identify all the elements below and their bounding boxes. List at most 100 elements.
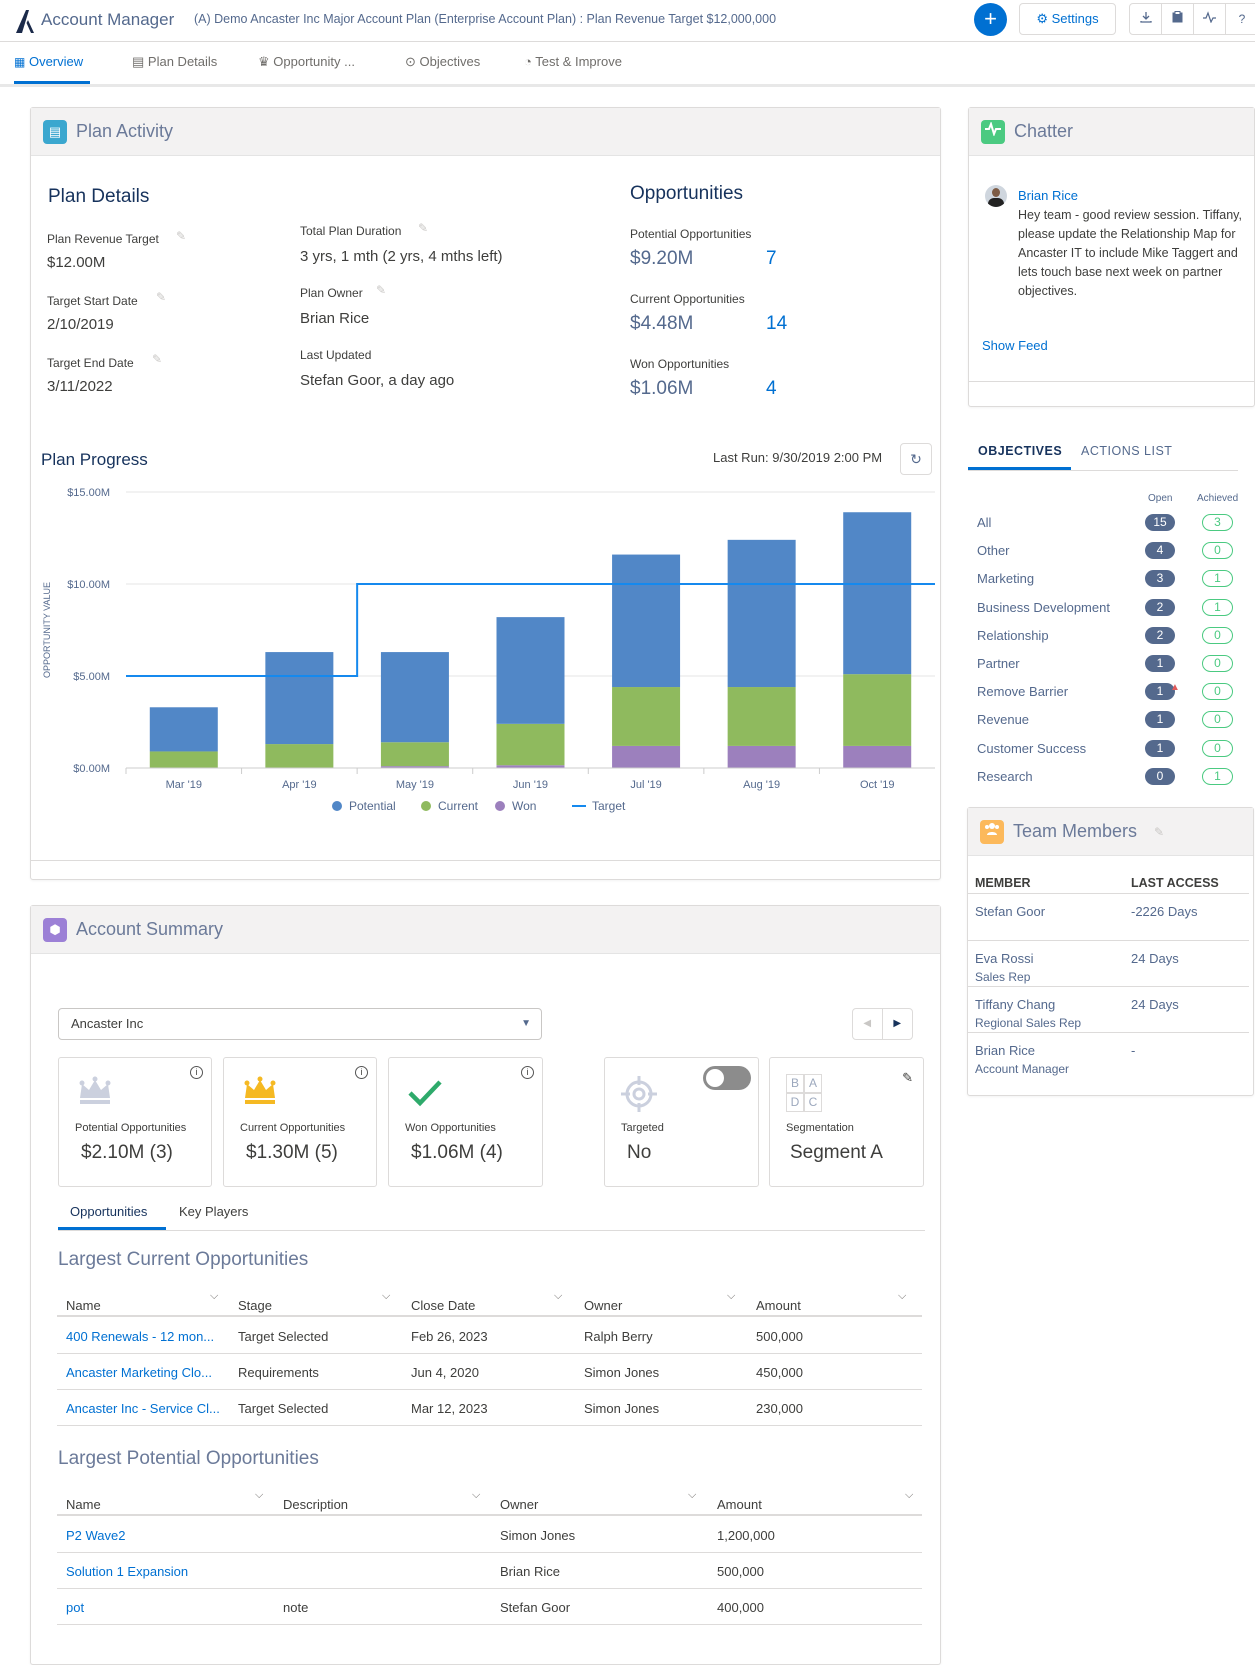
add-button[interactable]: + [974, 3, 1007, 36]
card-header: Team Members ✎ [968, 808, 1253, 856]
objective-row[interactable]: Relationship [977, 628, 1232, 655]
edit-pencil-icon[interactable]: ✎ [1154, 825, 1165, 839]
objective-row[interactable]: Marketing [977, 571, 1232, 598]
won-summary-card[interactable]: i Won Opportunities $1.06M (4) [388, 1057, 543, 1187]
account-summary-card: ⬢ Account Summary [30, 905, 941, 1665]
edit-pencil-icon[interactable]: ✎ [156, 290, 167, 304]
objective-row[interactable]: Partner [977, 656, 1232, 683]
column-header[interactable]: Name [66, 1298, 101, 1313]
objective-name: All [977, 515, 992, 530]
settings-button[interactable]: ⚙ Settings [1019, 3, 1116, 35]
show-feed-link[interactable]: Show Feed [982, 338, 1048, 353]
chatter-author-link[interactable]: Brian Rice [1018, 188, 1078, 203]
achieved-count-badge[interactable]: 0 [1202, 655, 1233, 672]
column-header[interactable]: Description [283, 1497, 349, 1512]
tab-test-improve[interactable]: ◔ Test & Improve [524, 54, 622, 84]
chevron-down-icon[interactable]: ⌵ [255, 1489, 264, 1501]
info-icon[interactable]: i [521, 1066, 534, 1079]
won-count[interactable]: 4 [766, 378, 777, 399]
achieved-count-badge[interactable]: 0 [1202, 683, 1233, 701]
chevron-down-icon[interactable]: ⌵ [688, 1489, 697, 1501]
chevron-down-icon[interactable]: ⌵ [210, 1290, 219, 1302]
edit-pencil-icon[interactable]: ✎ [152, 352, 163, 366]
activity-icon[interactable] [1194, 4, 1226, 34]
open-count-badge[interactable]: 15 [1145, 514, 1175, 531]
column-header[interactable]: Stage [238, 1298, 272, 1313]
objective-row[interactable]: Remove Barrier [977, 684, 1232, 711]
download-icon[interactable] [1130, 4, 1162, 34]
open-count-badge[interactable]: 0 [1145, 767, 1175, 785]
prev-icon[interactable]: ◀ [853, 1009, 883, 1039]
bar-potential [496, 617, 565, 724]
open-count-badge[interactable]: 2 [1145, 598, 1175, 616]
tab-opportunities[interactable]: Opportunities [70, 1204, 148, 1219]
column-header[interactable]: Name [66, 1497, 101, 1512]
open-count-badge[interactable]: 1 [1145, 683, 1175, 701]
achieved-count-badge[interactable]: 1 [1202, 767, 1233, 785]
info-icon[interactable]: i [190, 1066, 203, 1079]
column-header[interactable]: Close Date [411, 1298, 476, 1313]
opportunity-link[interactable]: pot [66, 1600, 85, 1615]
opportunity-link[interactable]: 400 Renewals - 12 mon... [66, 1329, 215, 1344]
edit-pencil-icon[interactable]: ✎ [376, 283, 387, 297]
achieved-count-badge[interactable]: 1 [1202, 598, 1233, 616]
chevron-down-icon[interactable]: ⌵ [905, 1489, 914, 1501]
achieved-count-badge[interactable]: 0 [1202, 711, 1233, 729]
account-select[interactable]: Ancaster Inc ▼ [58, 1008, 542, 1040]
open-count-badge[interactable]: 1 [1145, 655, 1175, 672]
tab-actions-list[interactable]: ACTIONS LIST [1081, 444, 1173, 458]
achieved-count-badge[interactable]: 0 [1202, 542, 1233, 560]
opportunity-link[interactable]: Ancaster Inc - Service Cl... [66, 1401, 220, 1416]
open-count-badge[interactable]: 1 [1145, 739, 1175, 757]
column-header[interactable]: Amount [717, 1497, 762, 1512]
objective-row[interactable]: Business Development [977, 600, 1232, 627]
open-count-badge[interactable]: 3 [1145, 570, 1175, 588]
targeted-toggle[interactable] [703, 1066, 751, 1090]
tab-plan-details[interactable]: ▤ Plan Details [132, 54, 217, 84]
plan-progress-chart: $0.00M $5.00M $10.00M $15.00M OPPORTUNITY VA… [42, 487, 935, 813]
clipboard-icon[interactable] [1162, 4, 1194, 34]
potential-count[interactable]: 7 [766, 248, 777, 269]
current-summary-card[interactable]: i Current Opportunities $1.30M (5) [223, 1057, 377, 1187]
info-icon[interactable]: i [355, 1066, 368, 1079]
open-count-badge[interactable]: 4 [1145, 542, 1175, 560]
opportunity-link[interactable]: Solution 1 Expansion [66, 1564, 189, 1579]
tab-overview[interactable]: ▦ Overview [14, 54, 90, 84]
table-row: pot note Stefan Goor 400,000 [57, 1589, 922, 1625]
tab-opportunity[interactable]: ♛ Opportunity ... [258, 54, 355, 84]
opportunity-link[interactable]: P2 Wave2 [66, 1528, 126, 1543]
help-icon[interactable]: ? [1238, 12, 1246, 26]
objective-row[interactable]: Other [977, 543, 1232, 570]
column-header[interactable]: Owner [500, 1497, 539, 1512]
objective-row[interactable]: Revenue [977, 712, 1232, 739]
objective-row[interactable]: Customer Success [977, 741, 1232, 768]
open-count-badge[interactable]: 2 [1145, 626, 1175, 644]
targeted-value: No [627, 1142, 652, 1163]
chevron-down-icon[interactable]: ⌵ [472, 1489, 481, 1501]
chevron-down-icon[interactable]: ⌵ [898, 1290, 907, 1302]
potential-summary-card[interactable]: i Potential Opportunities $2.10M (3) [58, 1057, 212, 1187]
chevron-down-icon[interactable]: ⌵ [382, 1290, 391, 1302]
next-icon[interactable]: ▶ [893, 1018, 902, 1029]
objective-row[interactable]: All [977, 515, 1232, 542]
edit-pencil-icon[interactable]: ✎ [902, 1070, 913, 1085]
tab-objectives-list[interactable]: OBJECTIVES [978, 444, 1063, 458]
edit-pencil-icon[interactable]: ✎ [176, 229, 187, 243]
column-header[interactable]: Amount [756, 1298, 801, 1313]
column-header[interactable]: Owner [584, 1298, 623, 1313]
chevron-down-icon[interactable]: ⌵ [554, 1290, 563, 1302]
current-count[interactable]: 14 [766, 313, 788, 334]
achieved-count-badge[interactable]: 0 [1202, 626, 1233, 644]
objective-row[interactable]: Research [977, 769, 1232, 796]
achieved-count-badge[interactable]: 3 [1202, 514, 1233, 531]
opportunity-link[interactable]: Ancaster Marketing Clo... [66, 1365, 212, 1380]
chevron-down-icon[interactable]: ⌵ [727, 1290, 736, 1302]
edit-pencil-icon[interactable]: ✎ [418, 221, 429, 235]
achieved-count-badge[interactable]: 0 [1202, 739, 1233, 757]
tab-key-players[interactable]: Key Players [179, 1204, 249, 1219]
tab-objectives[interactable]: ⊙ Objectives [405, 54, 480, 84]
refresh-button[interactable]: ↻ [900, 443, 932, 475]
open-count-badge[interactable]: 1 [1145, 711, 1175, 729]
achieved-count-badge[interactable]: 1 [1202, 570, 1233, 588]
avatar[interactable] [985, 185, 1007, 207]
